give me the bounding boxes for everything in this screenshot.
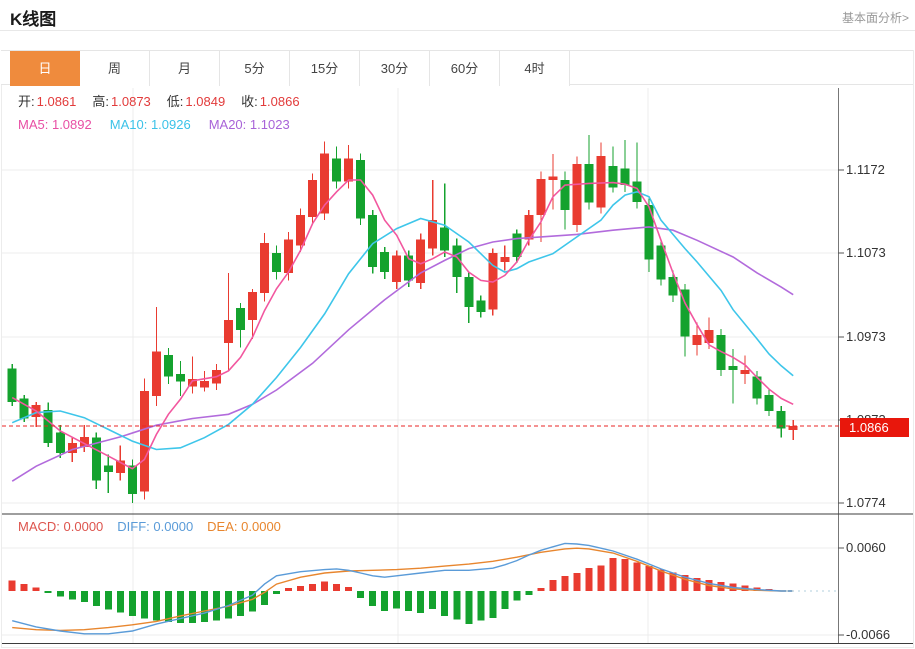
tab-4hour[interactable]: 4时 — [500, 51, 570, 86]
tab-5min[interactable]: 5分 — [220, 51, 290, 86]
macd-axis-tick-2: -0.0066 — [846, 627, 891, 642]
tab-60min[interactable]: 60分 — [430, 51, 500, 86]
dea-line — [12, 547, 794, 632]
macd-legend: MACD: 0.0000 DIFF: 0.0000 DEA: 0.0000 — [18, 518, 281, 535]
close-value: 1.0866 — [259, 94, 300, 109]
tab-week[interactable]: 周 — [80, 51, 150, 86]
ma20-line — [11, 226, 794, 482]
ma10-legend: MA10: 1.0926 — [109, 117, 191, 132]
dea-value-legend: DEA: 0.0000 — [207, 519, 281, 534]
tab-15min[interactable]: 15分 — [290, 51, 360, 86]
macd-axis-tick-1: 0.0060 — [846, 540, 886, 555]
diff-value-legend: DIFF: 0.0000 — [117, 519, 194, 534]
period-tab-strip: 日 周 月 5分 15分 30分 60分 4时 — [1, 50, 913, 86]
ma-legend: MA5: 1.0892 MA10: 1.0926 MA20: 1.1023 — [18, 116, 290, 134]
high-value: 1.0873 — [111, 94, 151, 109]
header-divider — [0, 30, 915, 31]
tab-month[interactable]: 月 — [150, 51, 220, 86]
ma-lines-layer — [11, 179, 794, 482]
diff-line — [12, 542, 794, 635]
y-axis-tick-2: 1.1073 — [846, 245, 886, 260]
macd-value-legend: MACD: 0.0000 — [18, 519, 104, 534]
tab-day[interactable]: 日 — [10, 51, 80, 86]
low-label: 低: — [166, 94, 184, 109]
close-label: 收: — [241, 94, 258, 109]
ohlc-readout: 开: 1.0861 高: 1.0873 低: 1.0849 收: 1.0866 — [18, 93, 316, 111]
y-axis-tick-1: 1.1172 — [846, 162, 885, 177]
last-price-badge: 1.0866 — [840, 418, 909, 437]
gridlines — [2, 88, 838, 644]
y-axis-tick-5: 1.0774 — [846, 495, 886, 510]
low-value: 1.0849 — [185, 94, 226, 109]
macd-histogram-layer — [8, 557, 785, 625]
tab-30min[interactable]: 30分 — [360, 51, 430, 86]
y-axis-tick-3: 1.0973 — [846, 329, 886, 344]
candles-layer — [7, 134, 798, 503]
macd-lines-layer — [12, 542, 836, 635]
open-value: 1.0861 — [36, 94, 77, 109]
page-title: K线图 — [10, 10, 57, 29]
open-label: 开: — [18, 94, 35, 109]
ma5-legend: MA5: 1.0892 — [18, 117, 92, 132]
axis-lines — [2, 88, 913, 645]
fundamental-analysis-link[interactable]: 基本面分析> — [841, 11, 909, 25]
ma20-legend: MA20: 1.1023 — [208, 117, 290, 132]
high-label: 高: — [92, 94, 110, 109]
ma10-line — [11, 190, 794, 451]
ma5-line — [11, 179, 794, 470]
